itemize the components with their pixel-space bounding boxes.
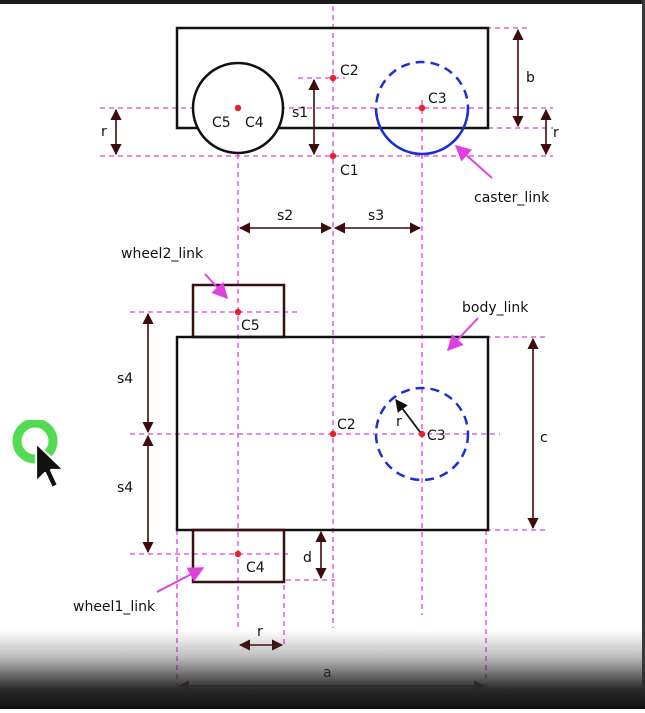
top-view: C5 C2 C3 C4 r c s4 s4 d r a wheel2_link … (73, 246, 548, 692)
dim-r-left-label: r (101, 124, 107, 140)
mouse-pointer-icon (6, 418, 70, 492)
side-caster-circle-solid (374, 107, 470, 156)
body-link-pointer (446, 317, 479, 352)
dim-r-caster-label: r (396, 414, 402, 430)
wheel1-link-label: wheel1_link (73, 599, 156, 615)
guide-lines (100, 6, 553, 690)
body-link-label: body_link (462, 300, 529, 316)
point-c2-top (329, 430, 337, 438)
dim-b-label: b (526, 70, 535, 86)
dim-d-label: d (303, 550, 312, 566)
side-view: C2 C3 C1 C5 C4 b r r s1 s2 s3 caster_lin… (101, 26, 559, 234)
point-c3-top (418, 430, 426, 438)
point-c2-side (329, 74, 337, 82)
point-c3-side (418, 104, 426, 112)
caster-link-label: caster_link (474, 190, 550, 206)
point-c1-side (329, 152, 337, 160)
dim-s1-label: s1 (292, 105, 308, 121)
body-rect (175, 335, 490, 532)
label-c4-side: C4 (245, 115, 264, 131)
label-c5-side: C5 (212, 115, 231, 131)
wheel2-link-label: wheel2_link (121, 246, 204, 262)
side-body-rect (175, 26, 490, 130)
window-right-edge (642, 0, 645, 709)
wheel1-rect (191, 528, 286, 584)
dim-s2-label: s2 (277, 208, 293, 224)
label-c4-top: C4 (246, 560, 265, 576)
wheel1-link-pointer (156, 567, 205, 593)
label-c5-top: C5 (241, 318, 260, 334)
top-caster-circle (374, 386, 470, 482)
point-c4-top (234, 550, 242, 558)
window-top-edge (0, 0, 645, 4)
label-c2-side: C2 (340, 63, 359, 79)
wheel2-link-pointer (204, 273, 229, 300)
dim-s3-label: s3 (368, 208, 384, 224)
label-c1-side: C1 (340, 163, 359, 179)
video-controls-shadow (0, 630, 645, 709)
caster-link-pointer (454, 144, 493, 179)
label-c3-side: C3 (428, 91, 447, 107)
dim-c-label: c (540, 430, 548, 446)
dim-r-right-label: r (553, 125, 559, 141)
point-c5-top (234, 308, 242, 316)
point-c5-c4-side (234, 104, 242, 112)
dim-s4-bottom-label: s4 (117, 480, 133, 496)
dim-s4-top-label: s4 (117, 371, 133, 387)
label-c3-top: C3 (427, 428, 446, 444)
dim-r-caster-arrow (395, 398, 421, 433)
label-c2-top: C2 (337, 417, 356, 433)
